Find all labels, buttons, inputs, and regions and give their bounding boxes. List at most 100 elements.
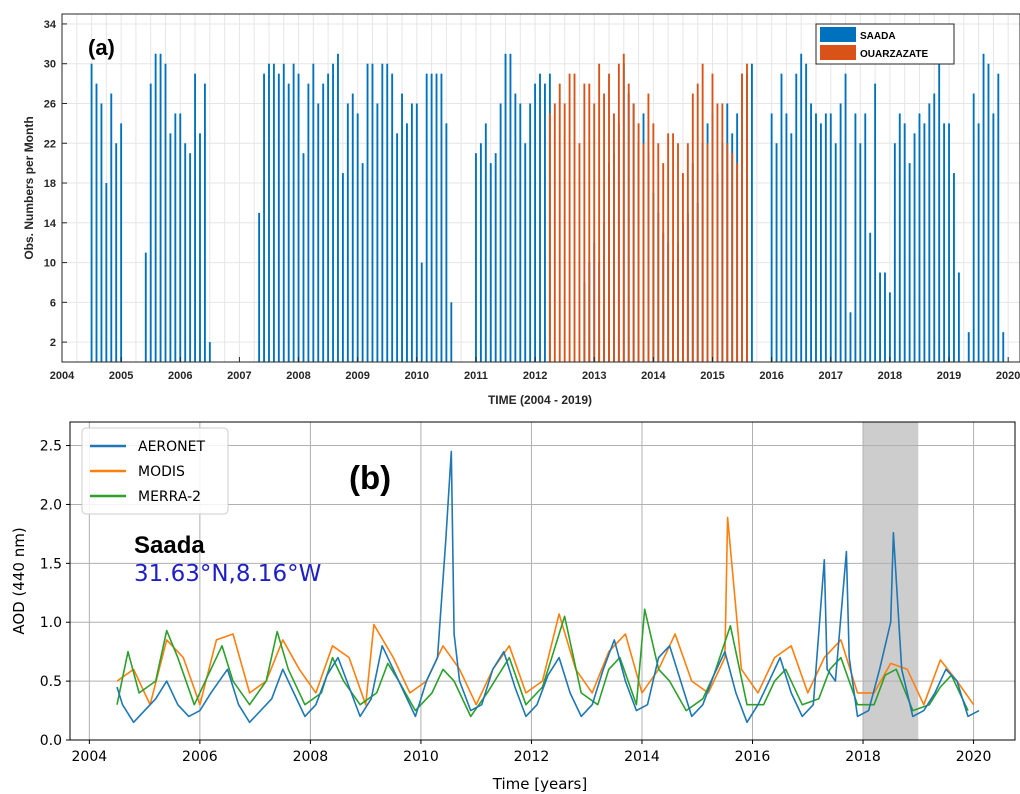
- bar-saada-2018-09: [928, 103, 931, 362]
- x-tick-label-b: 2016: [735, 749, 771, 765]
- x-tick-label-b: 2004: [72, 749, 108, 765]
- bar-saada-2009-03: [366, 63, 369, 362]
- x-tick-label-a: 2007: [227, 370, 251, 382]
- bar-saada-2009-12: [410, 103, 413, 362]
- y-tick-label-b: 0.0: [40, 733, 62, 749]
- bar-saada-2017-05: [849, 312, 852, 362]
- bar-saada-2016-08: [805, 63, 808, 362]
- panel-a-frame: [61, 13, 1020, 363]
- panel-b-series: [116, 450, 980, 724]
- x-tick-label-a: 2005: [109, 370, 133, 382]
- y-tick-label-b: 1.0: [40, 615, 62, 631]
- bar-saada-2007-09: [277, 73, 280, 363]
- bar-saada-2009-01: [356, 113, 359, 362]
- bar-saada-2009-10: [401, 93, 403, 363]
- bar-saada-2012-03: [544, 83, 546, 362]
- bar-ouarzazate-2014-02: [657, 143, 660, 362]
- y-tick-label-a: 30: [44, 59, 56, 71]
- x-tick-label-a: 2008: [286, 370, 310, 382]
- bar-saada-2019-05: [967, 332, 970, 362]
- y-tick-label-a: 22: [44, 138, 56, 150]
- bar-saada-2016-03: [780, 73, 783, 363]
- bar-saada-2011-11: [524, 143, 527, 362]
- bar-ouarzazate-2014-01: [652, 123, 655, 362]
- x-tick-label-b: 2006: [182, 749, 218, 765]
- bar-saada-2005-10: [164, 63, 167, 362]
- bar-ouarzazate-2012-10: [578, 143, 581, 362]
- y-tick-label-a: 2: [50, 337, 56, 349]
- bar-saada-2009-11: [406, 123, 408, 362]
- panel-a-legend: SAADA OUARZAZATE: [815, 23, 955, 65]
- bar-ouarzazate-2015-04: [726, 143, 729, 362]
- bar-saada-2005-01: [120, 123, 123, 362]
- bar-saada-2012-01: [534, 83, 537, 362]
- x-tick-label-a: 2020: [996, 370, 1020, 382]
- bar-saada-2009-02: [361, 163, 364, 362]
- x-tick-label-b: 2014: [624, 749, 660, 765]
- bar-saada-2016-12: [824, 113, 827, 362]
- legend-b-label-merra2: MERRA-2: [138, 489, 201, 505]
- bar-saada-2006-04: [194, 73, 196, 363]
- bar-saada-2007-06: [263, 73, 265, 363]
- bar-saada-2006-01: [179, 113, 182, 362]
- bar-ouarzazate-2013-06: [617, 63, 620, 362]
- panel-b: 0.00.51.01.52.02.5 2004 2006 2008 2010 2012 2…: [10, 421, 1016, 793]
- bar-saada-2017-10: [874, 83, 877, 362]
- bar-ouarzazate-2013-04: [608, 73, 610, 363]
- bar-saada-2011-01: [475, 153, 477, 362]
- bar-ouarzazate-2014-10: [696, 83, 699, 362]
- x-tick-label-a: 2018: [878, 370, 902, 382]
- bar-saada-2011-07: [504, 53, 507, 363]
- bar-saada-2017-12: [884, 272, 886, 362]
- panel-a-x-axis-label: TIME (2004 - 2019): [488, 393, 592, 407]
- bar-ouarzazate-2014-08: [686, 143, 689, 362]
- bar-saada-2019-02: [953, 173, 955, 362]
- bar-saada-2018-12: [943, 123, 946, 362]
- bar-saada-2007-11: [287, 83, 290, 362]
- bar-ouarzazate-2014-03: [662, 163, 665, 362]
- bar-saada-2008-09: [337, 53, 339, 363]
- bar-saada-2011-08: [509, 53, 512, 363]
- site-name: Saada: [134, 532, 205, 559]
- x-tick-label-a: 2009: [345, 370, 369, 382]
- bar-saada-2006-05: [199, 133, 201, 362]
- bar-saada-2008-11: [346, 103, 349, 362]
- bar-saada-2017-06: [854, 113, 857, 362]
- bar-saada-2011-03: [484, 123, 487, 362]
- bar-ouarzazate-2013-10: [637, 123, 640, 362]
- bar-saada-2008-12: [351, 93, 354, 363]
- panel-a-x-ticks: 2004 2005 2006 2007 2008 2009 2010 2011 2012 2013…: [50, 357, 1020, 382]
- bar-saada-2016-02: [775, 143, 778, 362]
- panel-a-y-axis-label: Obs. Numbers per Month: [22, 116, 36, 259]
- legend-b-label-modis: MODIS: [138, 464, 185, 480]
- bar-saada-2018-01: [888, 292, 891, 362]
- bar-ouarzazate-2014-06: [677, 143, 679, 362]
- panel-b-shaded-period: [863, 422, 919, 740]
- bar-ouarzazate-2012-06: [558, 83, 561, 362]
- legend-a-swatch-ouarzazate: [820, 45, 856, 60]
- y-tick-label-b: 2.0: [40, 497, 62, 513]
- bar-saada-2016-07: [800, 53, 803, 363]
- bar-saada-2008-07: [327, 73, 330, 363]
- x-tick-label-b: 2018: [845, 749, 881, 765]
- bar-saada-2009-08: [391, 73, 394, 363]
- bar-saada-2004-09: [100, 103, 103, 362]
- bar-saada-2011-06: [499, 103, 502, 362]
- bar-saada-2004-11: [110, 93, 113, 363]
- bar-saada-2011-10: [519, 103, 522, 362]
- bar-ouarzazate-2015-03: [721, 103, 724, 362]
- x-tick-label-a: 2019: [937, 370, 961, 382]
- bar-ouarzazate-2015-02: [716, 103, 719, 362]
- bar-saada-2017-08: [864, 113, 867, 362]
- bar-saada-2004-07: [90, 63, 93, 362]
- y-tick-label-b: 2.5: [40, 439, 62, 455]
- bar-ouarzazate-2013-12: [647, 93, 650, 363]
- bar-saada-2016-05: [790, 133, 793, 362]
- bar-saada-2019-10: [992, 113, 995, 362]
- x-tick-label-a: 2006: [168, 370, 192, 382]
- bar-saada-2010-07: [445, 123, 448, 362]
- bar-saada-2016-06: [795, 73, 798, 363]
- bar-saada-2019-11: [997, 73, 1000, 363]
- bar-saada-2016-11: [819, 123, 822, 362]
